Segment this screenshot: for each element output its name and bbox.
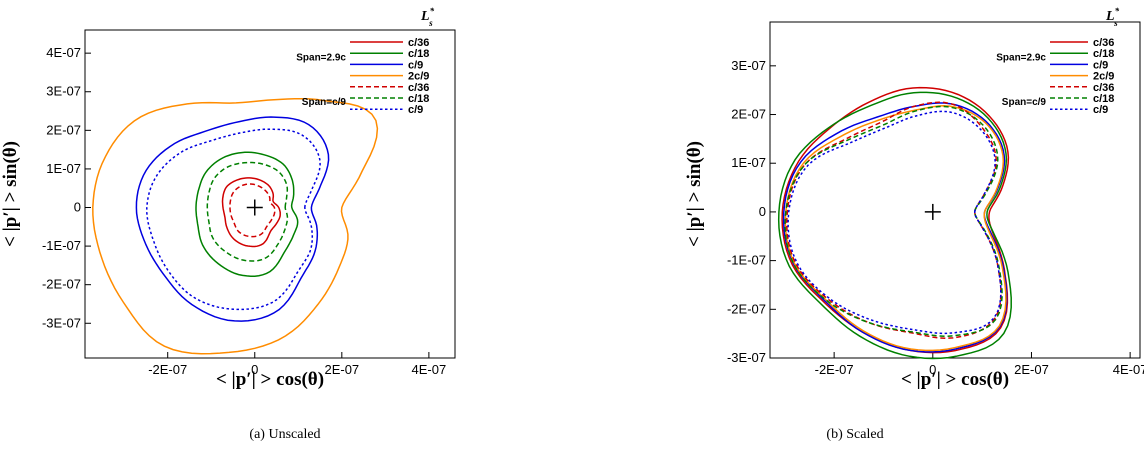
legend: L* sc/36c/18c/92c/9c/36c/18c/9Span=2.9cSp… (996, 6, 1119, 116)
legend-entry-4: c/36 (1093, 82, 1114, 94)
legend-entry-5: c/18 (408, 93, 429, 105)
series-curve-5 (784, 105, 1003, 338)
series-curve-4 (786, 101, 1002, 340)
legend-entry-0: c/36 (1093, 37, 1114, 49)
y-tick-label: 4E-07 (46, 45, 81, 60)
y-axis-label: < |p′| > sin(θ) (0, 141, 21, 247)
x-axis-label: < |p′| > cos(θ) (901, 369, 1009, 390)
legend: L* sc/36c/18c/92c/9c/36c/18c/9Span=2.9cSp… (296, 6, 434, 116)
series-curve-4 (229, 183, 276, 238)
series-curve-3 (784, 105, 1007, 352)
x-tick-label: -2E-07 (148, 362, 187, 377)
legend-group-label: Span=2.9c (996, 52, 1046, 63)
x-tick-label: -2E-07 (815, 362, 854, 377)
legend-entry-6: c/9 (1093, 104, 1108, 116)
series-curve-6 (787, 110, 1002, 335)
x-axis-label: < |p′| > cos(θ) (216, 369, 324, 390)
series-curve-1 (195, 151, 299, 277)
legend-title: L* s (420, 6, 435, 28)
series-curve-0 (221, 177, 281, 248)
panel-unscaled: -2E-07 0 2E-07 4E-07 -3E-07 -2E-07 -1E-07 0 1E-0… (0, 6, 456, 442)
x-tick-label: 2E-07 (1014, 362, 1049, 377)
x-tick-label: 4E-07 (412, 362, 447, 377)
legend-entry-2: c/9 (408, 59, 423, 71)
legend-group-label: Span=c/9 (302, 97, 347, 108)
series-curve-2 (782, 102, 1008, 353)
y-tick-label: 2E-07 (731, 107, 766, 122)
y-tick-label: 1E-07 (46, 161, 81, 176)
y-tick-label: -1E-07 (727, 253, 766, 268)
y-axis-label: < |p′| > sin(θ) (684, 141, 705, 247)
y-tick-label: 0 (759, 204, 766, 219)
y-tick-label: 0 (74, 200, 81, 215)
y-tick-label: -3E-07 (727, 350, 766, 365)
caption: (b) Scaled (826, 427, 883, 442)
series-curve-5 (206, 161, 289, 262)
series-curve-1 (777, 91, 1012, 360)
caption: (a) Unscaled (249, 427, 320, 442)
legend-entry-1: c/18 (1093, 48, 1114, 60)
center-marker (924, 203, 941, 220)
legend-entry-2: c/9 (1093, 59, 1108, 71)
x-tick-label: 0 (251, 362, 258, 377)
series-curve-6 (146, 128, 321, 311)
x-tick-label: 0 (929, 362, 936, 377)
y-tick-label: 3E-07 (731, 58, 766, 73)
legend-group-label: Span=c/9 (1002, 97, 1047, 108)
curves (92, 97, 379, 355)
legend-entry-0: c/36 (408, 37, 429, 49)
legend-group-label: Span=2.9c (296, 52, 346, 63)
plot-frame (84, 29, 456, 359)
series-curve-2 (135, 116, 330, 322)
legend-entry-5: c/18 (1093, 93, 1114, 105)
series-curve-0 (781, 86, 1010, 354)
series-curve-3 (92, 97, 379, 355)
y-tick-label: 1E-07 (731, 155, 766, 170)
plot-frame (769, 21, 1141, 359)
legend-entry-6: c/9 (408, 104, 423, 116)
y-tick-label: -2E-07 (42, 277, 81, 292)
legend-entry-3: 2c/9 (1093, 71, 1114, 83)
legend-entry-3: 2c/9 (408, 71, 429, 83)
x-tick-label: 2E-07 (324, 362, 359, 377)
center-marker (246, 199, 263, 216)
legend-entry-4: c/36 (408, 82, 429, 94)
legend-title: L* s (1105, 6, 1120, 28)
legend-entry-1: c/18 (408, 48, 429, 60)
y-tick-label: 2E-07 (46, 122, 81, 137)
y-tick-label: -3E-07 (42, 315, 81, 330)
y-tick-label: 3E-07 (46, 84, 81, 99)
axis-ticks: -2E-07 0 2E-07 4E-07 -3E-07 -2E-07 -1E-07 0 1E-0… (727, 58, 1144, 377)
axis-ticks: -2E-07 0 2E-07 4E-07 -3E-07 -2E-07 -1E-07 0 1E-0… (42, 45, 446, 377)
panel-scaled: -2E-07 0 2E-07 4E-07 -3E-07 -2E-07 -1E-07 0 1E-0… (684, 6, 1144, 442)
y-tick-label: -2E-07 (727, 301, 766, 316)
x-tick-label: 4E-07 (1113, 362, 1144, 377)
curves (777, 86, 1012, 360)
y-tick-label: -1E-07 (42, 238, 81, 253)
